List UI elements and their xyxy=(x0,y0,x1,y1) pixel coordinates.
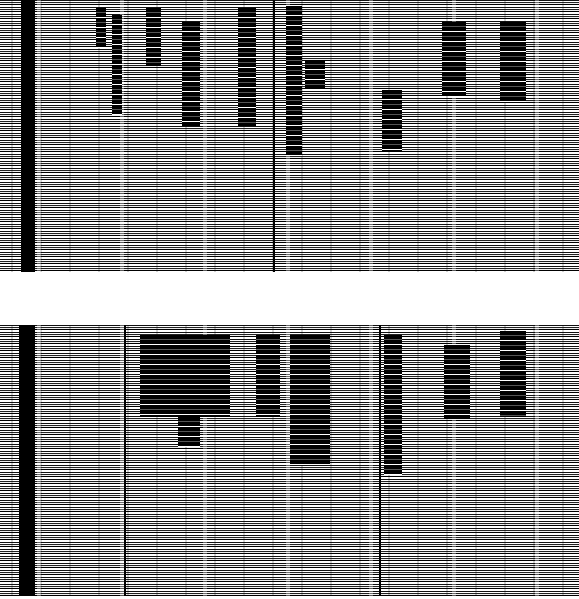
dark-block xyxy=(256,335,280,417)
dark-block xyxy=(146,8,161,66)
dark-column xyxy=(21,0,35,272)
divider xyxy=(379,325,381,596)
dark-block xyxy=(238,8,256,126)
dark-block xyxy=(384,335,402,475)
dark-block xyxy=(290,335,330,465)
texture-panel xyxy=(0,0,579,272)
divider xyxy=(124,325,126,596)
dark-block xyxy=(140,335,230,417)
dark-block xyxy=(305,60,325,90)
dark-block xyxy=(182,22,200,126)
divider xyxy=(273,0,275,272)
dark-block xyxy=(96,8,106,48)
dark-block xyxy=(442,22,466,96)
dark-block xyxy=(286,6,302,156)
texture-panel xyxy=(0,325,579,596)
dark-block xyxy=(382,90,402,152)
dark-block xyxy=(444,345,470,419)
page: (() => { const data = JSON.parse(documen… xyxy=(0,0,579,599)
dark-column xyxy=(19,325,35,596)
dark-block xyxy=(500,22,526,102)
dark-block xyxy=(112,15,122,115)
dark-block xyxy=(178,417,200,447)
dark-block xyxy=(500,331,526,417)
